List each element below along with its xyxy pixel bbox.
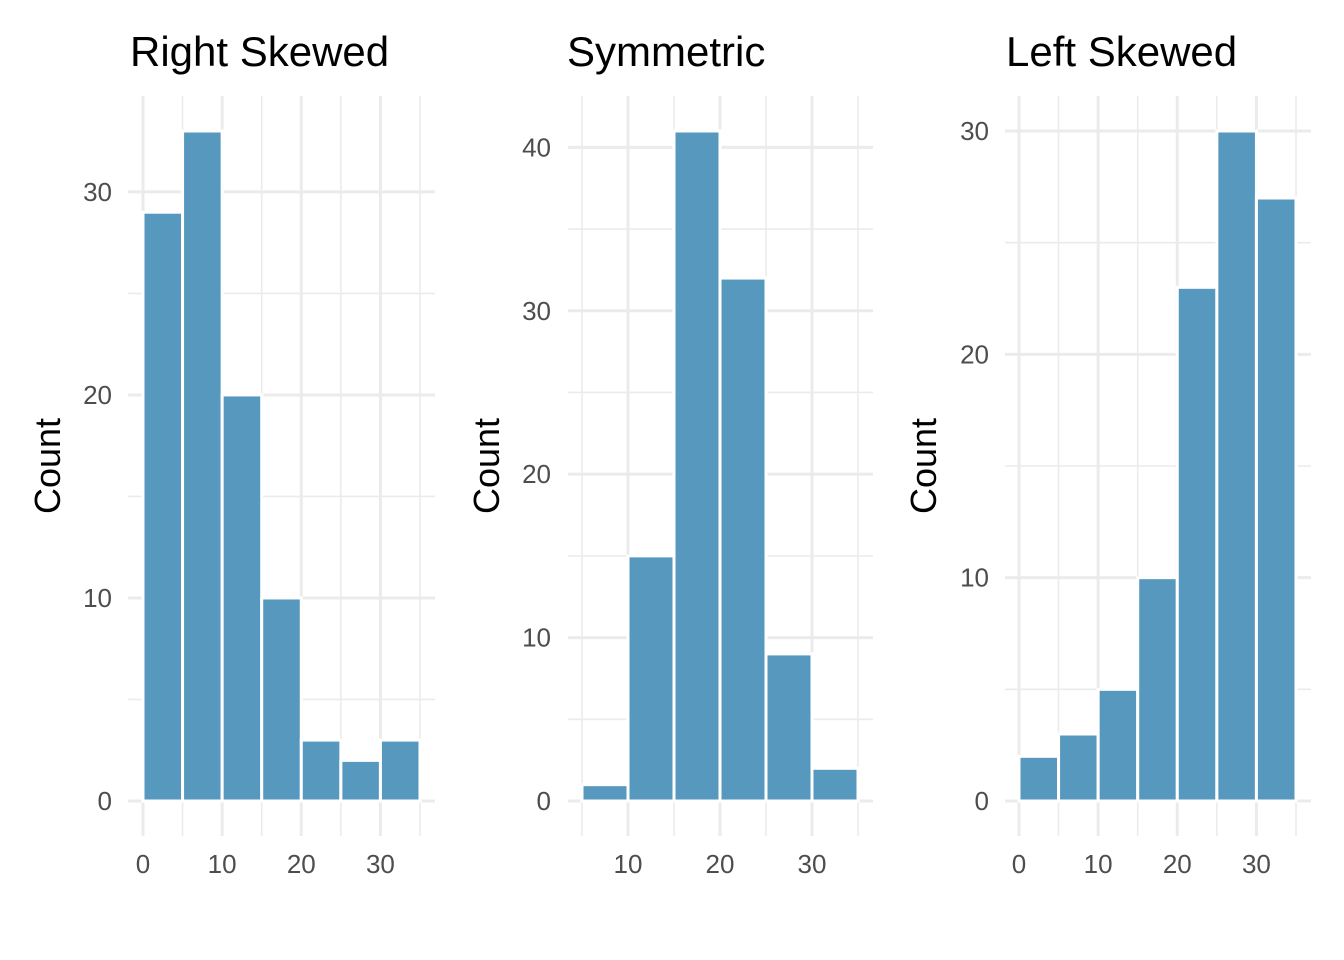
x-tick-label: 10 <box>614 849 643 879</box>
x-tick-label: 30 <box>1242 849 1271 879</box>
y-tick-label: 40 <box>522 132 551 162</box>
y-tick-label: 20 <box>960 339 989 369</box>
chart-title: Symmetric <box>567 28 765 75</box>
histogram-bar <box>1017 754 1061 803</box>
y-tick-label: 0 <box>98 786 112 816</box>
y-tick-label: 0 <box>975 786 989 816</box>
histogram-bar <box>1215 129 1258 803</box>
histogram-bar <box>181 129 224 803</box>
x-tick-label: 20 <box>287 849 316 879</box>
y-tick-label: 20 <box>83 380 112 410</box>
histogram-bar <box>260 596 303 803</box>
histogram-bar <box>718 276 768 803</box>
x-tick-label: 10 <box>208 849 237 879</box>
histogram-bar <box>580 783 630 803</box>
histogram-bar <box>1136 576 1179 803</box>
histogram-panel-0: 0 10 20 30 0 10 20 30 Right Skewed Count <box>27 28 435 879</box>
y-tick-label: 10 <box>522 623 551 653</box>
histogram-bar <box>299 738 343 803</box>
y-axis-label: Count <box>27 418 68 514</box>
y-tick-label: 10 <box>960 563 989 593</box>
y-axis-label: Count <box>466 418 507 514</box>
histogram-bar <box>672 129 722 803</box>
y-tick-label: 20 <box>522 459 551 489</box>
y-tick-label: 30 <box>83 177 112 207</box>
histogram-bar <box>339 758 382 803</box>
y-tick-label: 0 <box>537 786 551 816</box>
histogram-bar <box>378 738 422 803</box>
histogram-bar <box>220 393 264 803</box>
x-tick-label: 20 <box>706 849 735 879</box>
y-tick-label: 10 <box>83 583 112 613</box>
y-axis-label: Count <box>903 418 944 514</box>
histogram-bar <box>1096 687 1140 803</box>
histogram-bar <box>810 766 860 803</box>
x-tick-label: 10 <box>1084 849 1113 879</box>
histogram-panel-1: 0 10 20 30 40 10 20 30 Symmetric Count <box>466 28 873 879</box>
x-tick-label: 0 <box>136 849 150 879</box>
x-tick-label: 30 <box>366 849 395 879</box>
chart-title: Right Skewed <box>130 28 389 75</box>
histogram-bar <box>626 554 676 803</box>
y-tick-label: 30 <box>960 116 989 146</box>
x-tick-label: 30 <box>798 849 827 879</box>
histogram-bar <box>1057 732 1100 803</box>
histogram-bar <box>764 652 814 803</box>
histogram-bar <box>1254 196 1298 803</box>
histogram-bar <box>141 210 185 803</box>
y-tick-label: 30 <box>522 296 551 326</box>
chart-title: Left Skewed <box>1006 28 1237 75</box>
x-tick-label: 0 <box>1012 849 1026 879</box>
x-tick-label: 20 <box>1163 849 1192 879</box>
histogram-bar <box>1175 285 1219 803</box>
histogram-panel-2: 0 10 20 30 0 10 20 30 Left Skewed Count <box>903 28 1311 879</box>
